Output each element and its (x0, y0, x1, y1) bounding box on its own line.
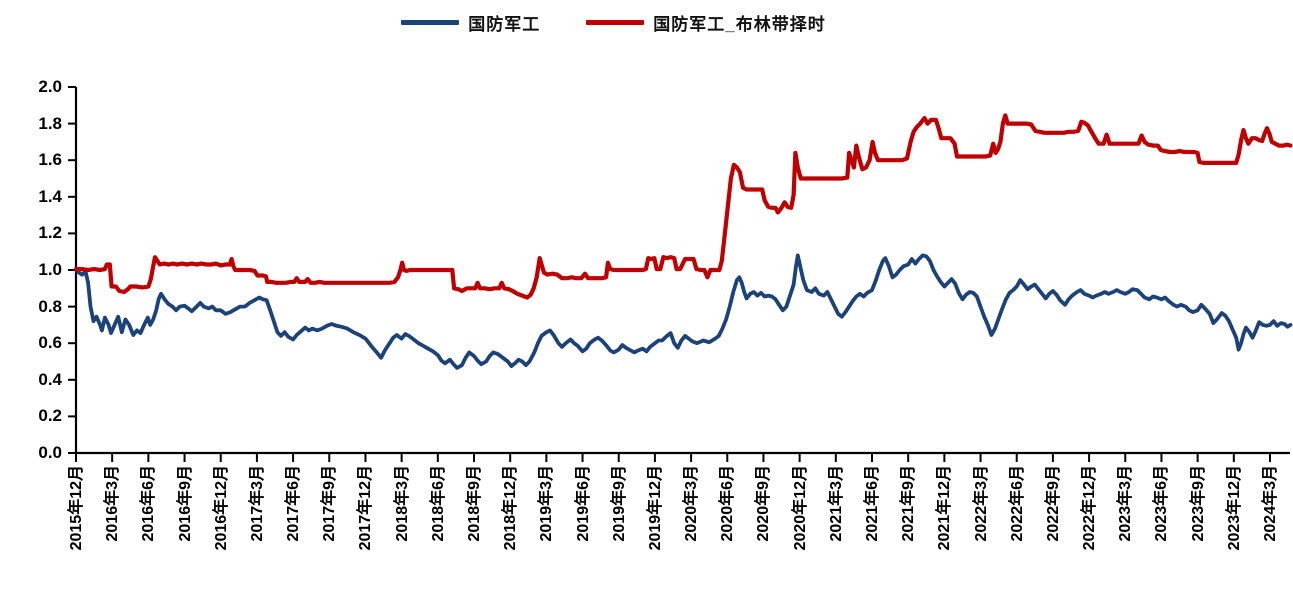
x-tick-label: 2023年12月 (1225, 465, 1243, 551)
x-tick-label: 2021年9月 (900, 465, 918, 542)
x-tick-label: 2017年6月 (285, 465, 303, 542)
series2-line-swatch (586, 20, 645, 25)
x-tick-label: 2016年9月 (176, 465, 194, 542)
x-tick-label: 2020年6月 (719, 465, 737, 542)
x-tick-label: 2016年12月 (212, 465, 230, 551)
series-line-1 (74, 253, 1293, 370)
y-tick-label: 0.6 (38, 333, 62, 353)
legend-label-series1: 国防军工 (468, 15, 541, 34)
y-tick-label: 1.4 (38, 186, 62, 206)
x-tick-label: 2018年12月 (502, 465, 520, 551)
x-tick-label: 2018年9月 (466, 465, 483, 542)
legend-item-series1: 国防军工 (401, 10, 540, 35)
y-tick-label: 0.4 (38, 369, 62, 389)
x-tick-label: 2022年12月 (1081, 465, 1099, 551)
x-tick-label: 2017年3月 (248, 465, 266, 542)
x-tick-label: 2023年6月 (1153, 465, 1171, 542)
x-tick-label: 2021年3月 (827, 465, 845, 542)
x-tick-label: 2018年3月 (393, 465, 411, 542)
legend-item-series2: 国防军工_布林带择时 (586, 10, 825, 35)
x-tick-label: 2020年9月 (755, 465, 773, 542)
x-tick-label: 2015年12月 (68, 465, 85, 551)
x-tick-label: 2021年12月 (936, 465, 954, 551)
x-tick-label: 2017年9月 (321, 465, 339, 542)
y-tick-label: 1.0 (38, 260, 62, 279)
x-tick-label: 2020年3月 (683, 465, 701, 542)
legend: 国防军工 国防军工_布林带择时 (0, 10, 1293, 35)
y-tick-label: 2.0 (38, 77, 62, 96)
x-tick-label: 2017年12月 (357, 465, 375, 551)
series1-line-swatch (401, 20, 460, 25)
x-tick-label: 2016年6月 (140, 465, 158, 542)
legend-label-series2: 国防军工_布林带择时 (653, 15, 826, 34)
x-tick-label: 2019年9月 (610, 465, 628, 542)
y-tick-label: 0.8 (38, 296, 62, 316)
x-tick-label: 2024年3月 (1262, 465, 1279, 542)
x-tick-label: 2021年6月 (864, 465, 881, 542)
x-tick-label: 2023年9月 (1189, 465, 1207, 542)
x-tick-label: 2019年6月 (574, 465, 592, 542)
x-tick-label: 2023年3月 (1117, 465, 1135, 542)
y-tick-label: 0.0 (38, 443, 62, 462)
y-tick-label: 1.8 (38, 113, 62, 133)
x-tick-label: 2016年3月 (104, 465, 122, 542)
y-tick-label: 0.2 (38, 406, 62, 426)
x-tick-label: 2022年9月 (1044, 465, 1062, 542)
x-tick-label: 2019年12月 (646, 465, 664, 551)
x-tick-label: 2018年6月 (429, 465, 447, 542)
x-tick-label: 2022年6月 (1008, 465, 1026, 542)
y-tick-label: 1.2 (38, 223, 62, 243)
x-tick-label: 2019年3月 (538, 465, 556, 542)
x-tick-label: 2020年12月 (791, 465, 809, 551)
series-line-2 (73, 113, 1293, 300)
y-tick-label: 1.6 (38, 150, 62, 170)
x-tick-label: 2022年3月 (972, 465, 990, 542)
